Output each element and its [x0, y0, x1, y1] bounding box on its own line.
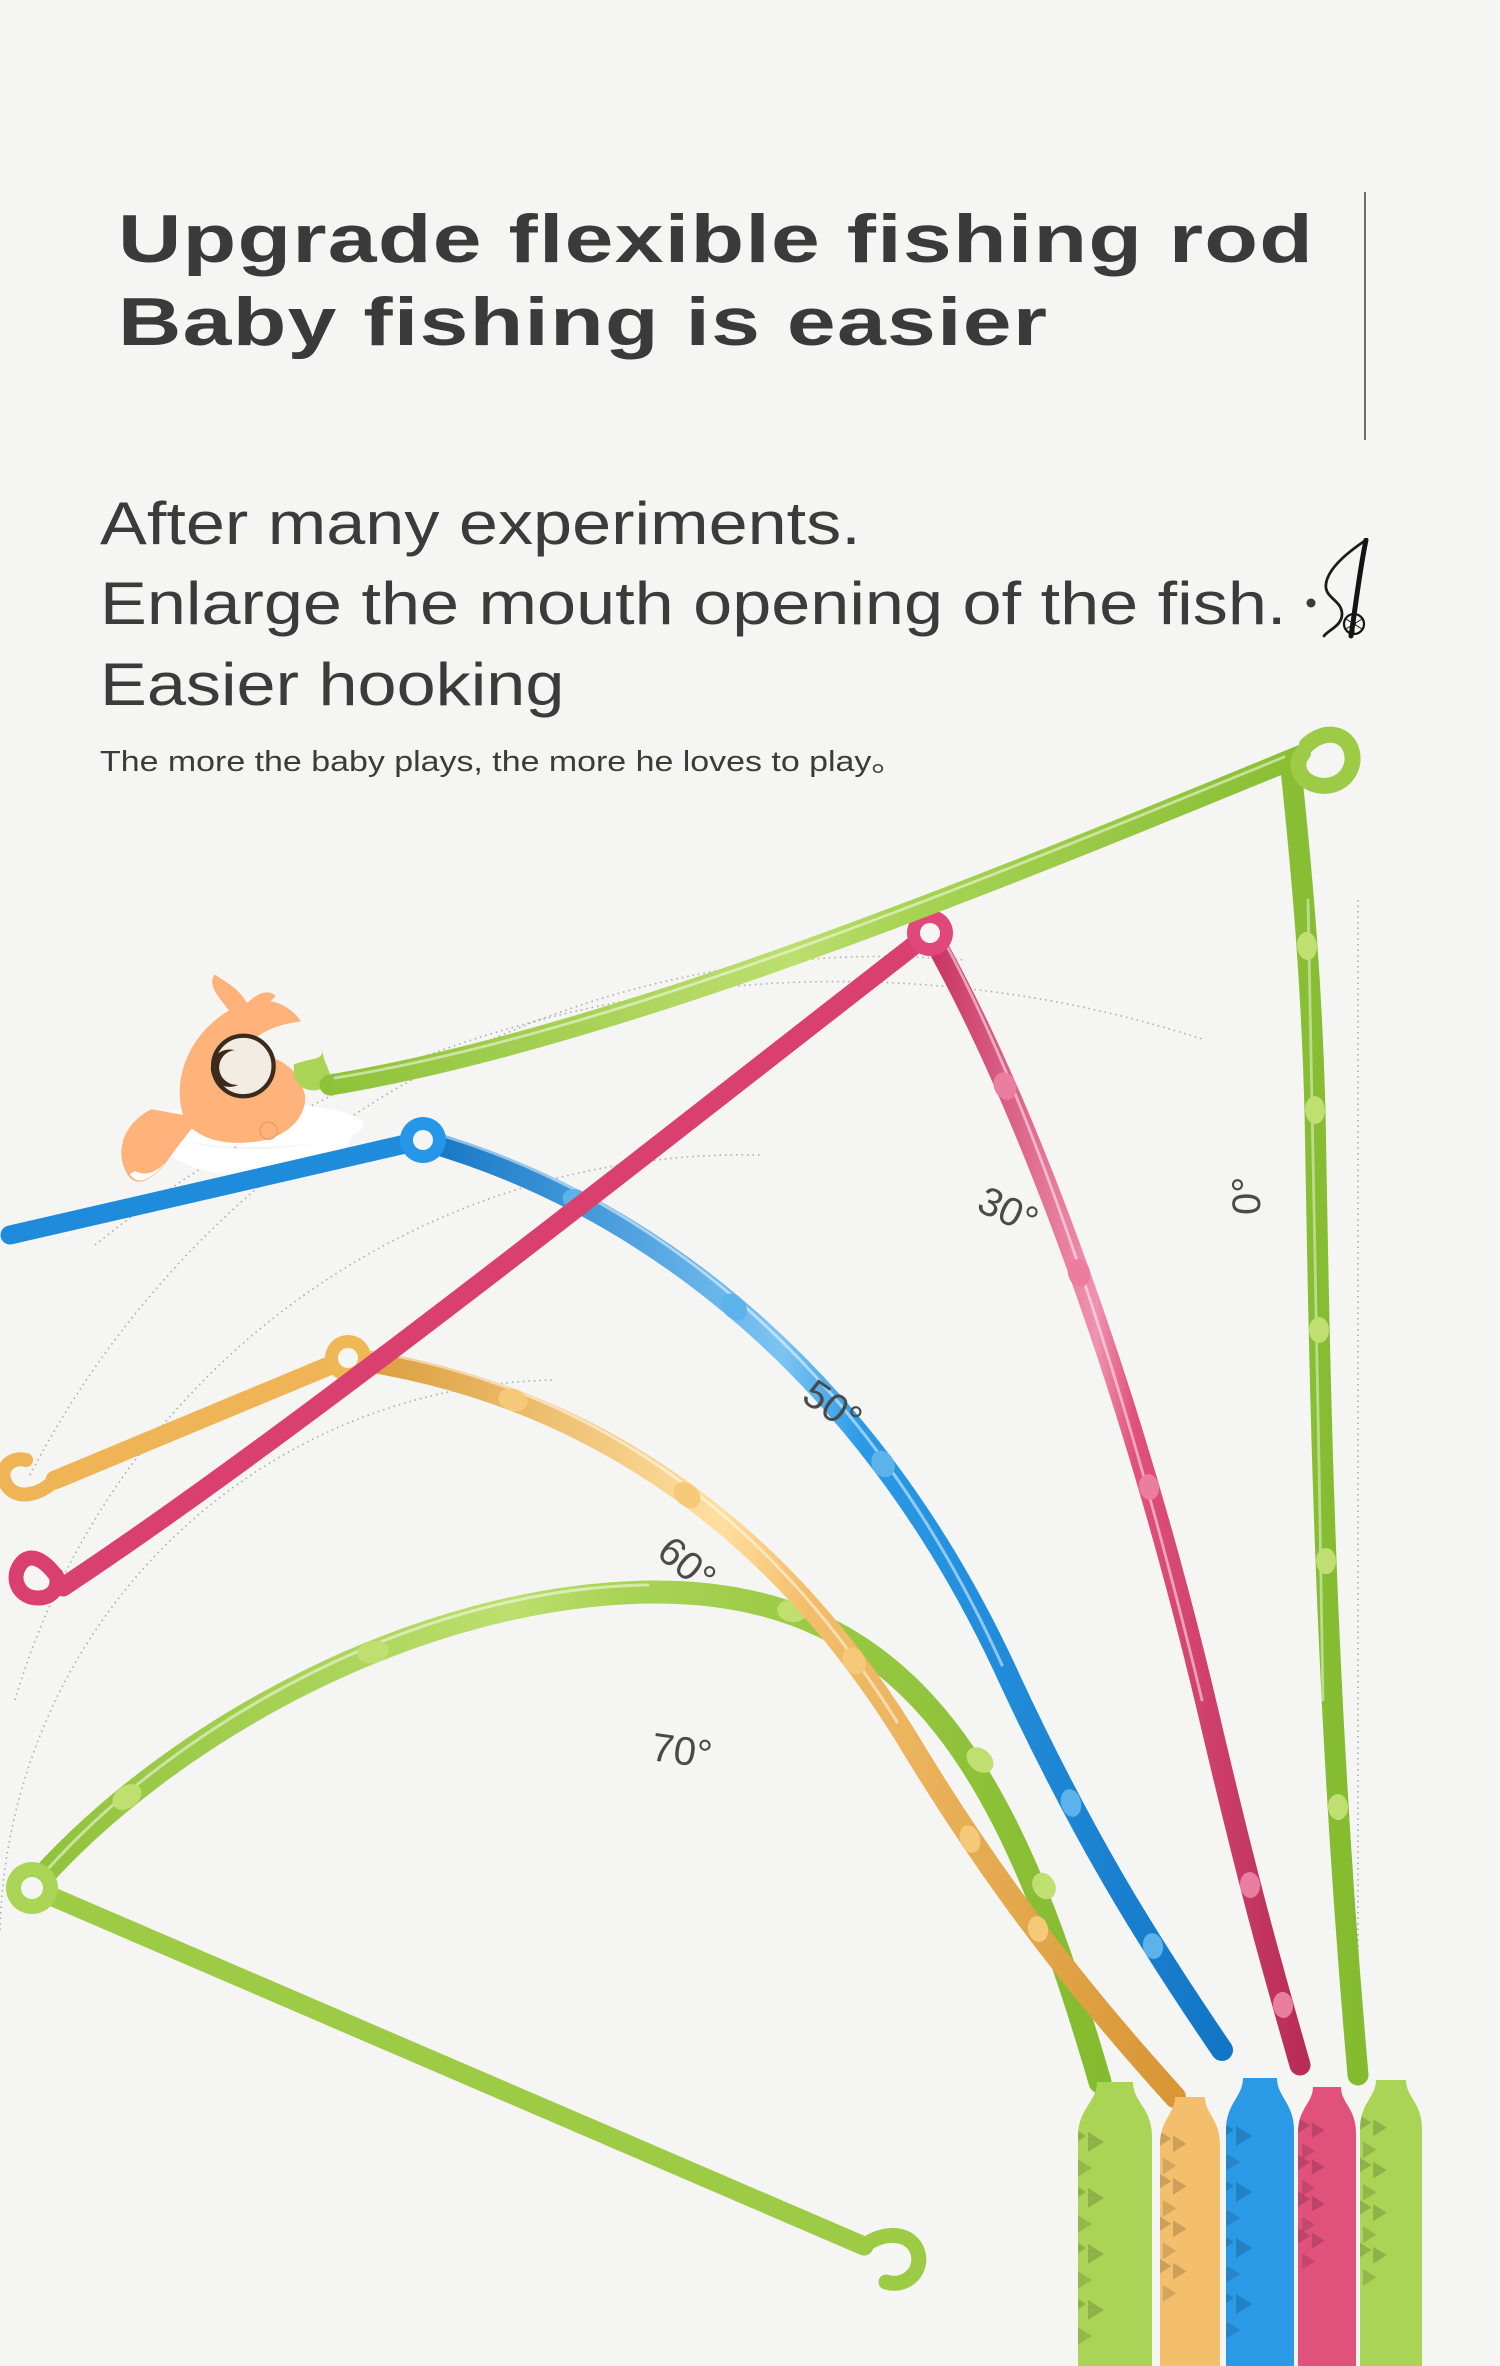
svg-text:0°: 0°	[1225, 1177, 1269, 1215]
svg-text:70°: 70°	[649, 1725, 715, 1777]
svg-text:30°: 30°	[971, 1178, 1044, 1243]
